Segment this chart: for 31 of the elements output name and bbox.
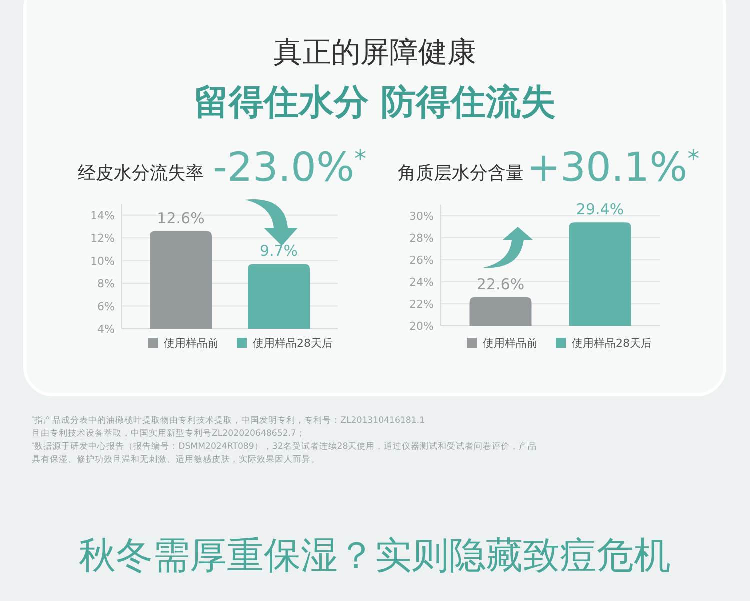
y-tick-label: 14% xyxy=(90,209,115,222)
chart-subtitle: +30.1%$^{*}$ xyxy=(527,145,700,191)
text: 且由专利技术设备萃取，中国实用新型专利号ZL202020648652.7； xyxy=(32,428,306,439)
data-label: 9.7% xyxy=(260,242,298,260)
y-tick-label: 10% xyxy=(90,254,115,268)
y-tick-label: 30% xyxy=(410,210,434,223)
y-tick-label: 28% xyxy=(410,232,434,245)
y-tick-label: 6% xyxy=(98,300,115,314)
chart-title: 角质层水分含量 xyxy=(398,163,524,184)
text: 真正的屏障健康 xyxy=(274,35,476,69)
text: 具有保湿、修护功效且温和无刺激、适用敏感皮肤，实际效果因人而异。 xyxy=(32,454,320,465)
chart-subtitle: -23.0%$^{*}$ xyxy=(213,145,367,191)
y-tick-label: 24% xyxy=(410,276,434,289)
y-tick-label: 22% xyxy=(410,298,434,311)
data-label: 22.6% xyxy=(476,275,525,294)
text: 秋冬需厚重保湿？实则隐藏致痘危机 xyxy=(79,534,671,577)
y-tick-label: 8% xyxy=(98,278,115,291)
text: 留得住水分 防得住流失 xyxy=(194,83,556,123)
data-label: 12.6% xyxy=(157,209,205,228)
legend-label: 使用样品28天后 xyxy=(572,337,652,350)
chart-title: 经皮水分流失率 xyxy=(78,163,204,184)
data-label: 29.4% xyxy=(576,200,624,219)
y-tick-label: 12% xyxy=(90,232,115,246)
legend-label: 使用样品前 xyxy=(164,337,219,350)
text: $^{*}$数据源于研发中心报告（报告编号：DSMM2024RT089），32名受试者连续28天使用，通过仪器测试和受试者问卷评价，产品 xyxy=(32,441,538,452)
y-tick-label: 20% xyxy=(410,320,434,333)
legend-label: 使用样品前 xyxy=(483,337,538,350)
legend-label: 使用样品28天后 xyxy=(253,337,333,350)
y-tick-label: 26% xyxy=(410,254,434,267)
y-tick-label: 4% xyxy=(98,323,115,336)
text: $^{*}$指产品成分表中的油橄榄叶提取物由专利技术提取，中国发明专利，专利号：ZL201310416181.1 xyxy=(32,415,426,426)
